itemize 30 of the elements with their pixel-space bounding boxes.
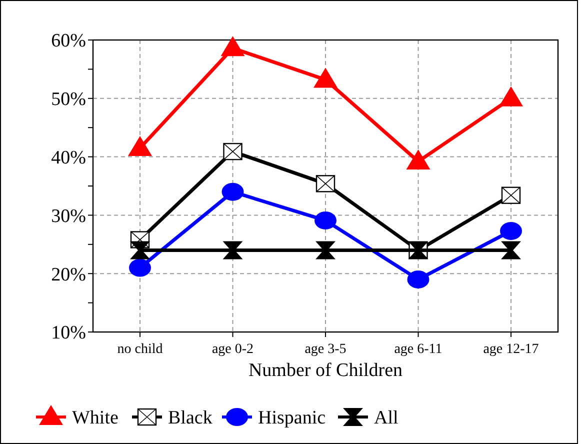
x-tick-label: age 3-5 bbox=[304, 342, 346, 357]
point bbox=[501, 241, 521, 260]
point bbox=[129, 258, 151, 277]
legend-label: All bbox=[374, 408, 398, 429]
legend-label: White bbox=[72, 408, 118, 429]
y-tick-label: 10% bbox=[51, 322, 86, 344]
point bbox=[407, 270, 430, 288]
point bbox=[130, 241, 150, 260]
legend-label: Hispanic bbox=[258, 408, 326, 429]
point bbox=[314, 68, 338, 88]
point bbox=[499, 86, 523, 106]
point bbox=[406, 149, 430, 170]
legend-label: Black bbox=[168, 408, 213, 429]
y-tick-label: 30% bbox=[51, 206, 86, 227]
point bbox=[220, 36, 245, 56]
point bbox=[222, 182, 244, 201]
point bbox=[316, 241, 336, 260]
x-tick-label: age 12-17 bbox=[483, 342, 539, 357]
x-tick-label: age 0-2 bbox=[212, 342, 254, 357]
y-tick-label: 60% bbox=[51, 30, 86, 52]
point bbox=[222, 241, 243, 260]
y-tick-label: 40% bbox=[51, 147, 86, 168]
point bbox=[500, 222, 522, 240]
point bbox=[314, 211, 336, 230]
point bbox=[128, 136, 152, 156]
x-tick-label: age 6-11 bbox=[394, 342, 442, 357]
x-axis-title: Number of Children bbox=[248, 360, 404, 381]
y-tick-label: 50% bbox=[51, 89, 86, 110]
y-tick-label: 20% bbox=[51, 264, 86, 286]
x-tick-label: no child bbox=[117, 342, 163, 357]
